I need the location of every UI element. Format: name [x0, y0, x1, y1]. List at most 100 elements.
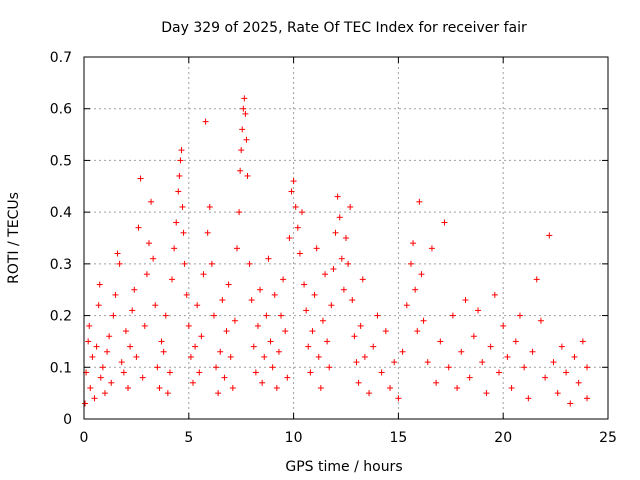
data-point [150, 255, 157, 262]
data-point [166, 369, 173, 376]
data-point [418, 271, 425, 278]
data-point [454, 384, 461, 391]
data-point [198, 333, 205, 340]
data-point [114, 250, 121, 257]
data-point [89, 353, 96, 360]
data-point [236, 209, 243, 216]
data-point [254, 322, 261, 329]
y-tick-label: 0.2 [50, 309, 72, 325]
data-point [347, 203, 354, 210]
data-point [414, 328, 421, 335]
data-point [175, 188, 182, 195]
data-point [319, 317, 326, 324]
x-tick-label: 15 [389, 430, 407, 446]
data-point [158, 338, 165, 345]
data-point [93, 343, 100, 350]
data-point [145, 240, 152, 247]
data-point [315, 353, 322, 360]
data-point [177, 157, 184, 164]
data-point [82, 400, 89, 407]
data-point [171, 245, 178, 252]
data-point [267, 338, 274, 345]
x-tick-label: 0 [80, 430, 89, 446]
data-point [338, 255, 345, 262]
data-point [85, 338, 92, 345]
data-point [391, 359, 398, 366]
data-point [192, 343, 199, 350]
data-point [399, 348, 406, 355]
data-point [355, 379, 362, 386]
data-point [204, 229, 211, 236]
data-point [437, 338, 444, 345]
data-point [563, 369, 570, 376]
data-point [286, 235, 293, 241]
data-point [470, 333, 477, 340]
data-point [227, 353, 234, 360]
data-point [217, 348, 224, 355]
data-point [265, 255, 272, 262]
data-point [238, 147, 245, 154]
data-point [110, 312, 117, 319]
data-point [332, 229, 339, 236]
y-tick-label: 0.7 [50, 50, 72, 66]
data-point [120, 369, 127, 376]
data-point [116, 260, 123, 267]
y-tick-label: 0.5 [50, 153, 72, 169]
data-point [288, 188, 295, 195]
data-point [118, 359, 125, 366]
data-point [579, 338, 586, 345]
data-point [584, 364, 591, 371]
data-point [313, 245, 320, 252]
x-tick-label: 5 [184, 430, 193, 446]
data-point [86, 322, 93, 329]
data-point [206, 203, 213, 210]
data-point [239, 126, 246, 133]
data-point [131, 286, 138, 293]
data-point [139, 374, 146, 381]
data-point [282, 328, 289, 335]
data-point [135, 224, 142, 231]
data-point [441, 219, 448, 226]
data-point [508, 384, 515, 391]
data-point [546, 232, 553, 239]
data-point [244, 172, 251, 179]
data-point [445, 364, 452, 371]
data-point [141, 322, 148, 329]
data-point [334, 193, 341, 200]
data-point [176, 172, 183, 179]
data-point [278, 312, 285, 319]
data-point [416, 198, 423, 205]
x-tick-label: 25 [599, 430, 617, 446]
data-point [521, 364, 528, 371]
data-point [311, 291, 318, 298]
y-tick-label: 0.6 [50, 102, 72, 118]
data-point [127, 343, 134, 350]
data-point [395, 395, 402, 402]
data-point [378, 369, 385, 376]
tick-labels: 0 5 10 15 20 25 0 0.1 0.2 0.3 0.4 0.5 0.6 0.7 [50, 50, 617, 446]
data-point [466, 374, 473, 381]
y-tick-label: 0 [63, 412, 72, 428]
data-point [148, 198, 155, 205]
data-point [210, 312, 217, 319]
data-point [479, 359, 486, 366]
data-point [284, 374, 291, 381]
y-tick-label: 0.1 [50, 360, 72, 376]
data-point [326, 364, 333, 371]
data-point [269, 364, 276, 371]
data-point [208, 260, 215, 267]
data-point [180, 229, 187, 236]
data-point [387, 384, 394, 391]
data-point [449, 312, 456, 319]
data-point [554, 390, 561, 397]
data-point [307, 369, 314, 376]
data-point [125, 384, 132, 391]
data-point [433, 379, 440, 386]
y-tick-label: 0.4 [50, 205, 72, 221]
data-point [374, 312, 381, 319]
data-point [179, 203, 186, 210]
data-point [234, 245, 241, 252]
data-point [550, 359, 557, 366]
data-point [349, 297, 356, 304]
